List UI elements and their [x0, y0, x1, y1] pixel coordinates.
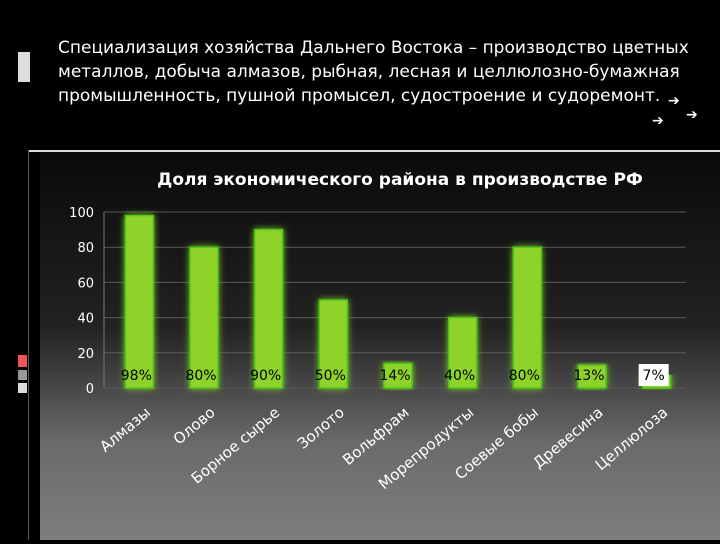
- data-label: 14%: [379, 368, 410, 384]
- y-tick-label: 20: [77, 347, 94, 362]
- y-tick-label: 0: [86, 382, 94, 397]
- decor-bar-red: [18, 355, 27, 367]
- left-border-line: [28, 150, 29, 540]
- bar: [253, 228, 284, 389]
- x-tick-label: Золото: [294, 403, 348, 452]
- chart-title: Доля экономического района в производств…: [157, 170, 643, 190]
- bar-chart: Доля экономического района в производств…: [69, 170, 686, 493]
- bar: [447, 316, 478, 389]
- data-label: 13%: [573, 368, 604, 384]
- decor-bar-grey: [18, 370, 27, 380]
- y-tick-label: 60: [77, 276, 94, 291]
- bar: [512, 246, 543, 389]
- data-label: 90%: [250, 368, 281, 384]
- data-label: 7%: [643, 368, 665, 384]
- y-tick-label: 40: [77, 312, 94, 327]
- decor-bar-top: [18, 52, 30, 82]
- decor-bar-light: [18, 383, 27, 393]
- bar: [577, 364, 607, 389]
- arrow-icon: ➔: [668, 93, 680, 109]
- divider-line: [28, 150, 720, 152]
- data-label-box: [638, 364, 669, 386]
- y-tick-label: 100: [69, 206, 94, 221]
- slide-header: Специализация хозяйства Дальнего Востока…: [58, 38, 689, 106]
- data-label: 98%: [121, 368, 152, 384]
- arrow-icon: ➔: [686, 107, 698, 123]
- bar: [383, 362, 413, 389]
- x-tick-label: Алмазы: [96, 403, 154, 455]
- chart-area: Доля экономического района в производств…: [40, 152, 720, 540]
- arrow-icon: ➔: [652, 113, 664, 129]
- data-label: 40%: [444, 368, 475, 384]
- bar: [318, 299, 349, 389]
- data-label: 50%: [315, 368, 346, 384]
- x-tick-label: Олово: [170, 403, 219, 448]
- bar: [189, 246, 219, 389]
- data-label: 80%: [509, 368, 540, 384]
- bar: [124, 214, 155, 389]
- y-tick-label: 80: [77, 241, 94, 256]
- data-label: 80%: [185, 368, 216, 384]
